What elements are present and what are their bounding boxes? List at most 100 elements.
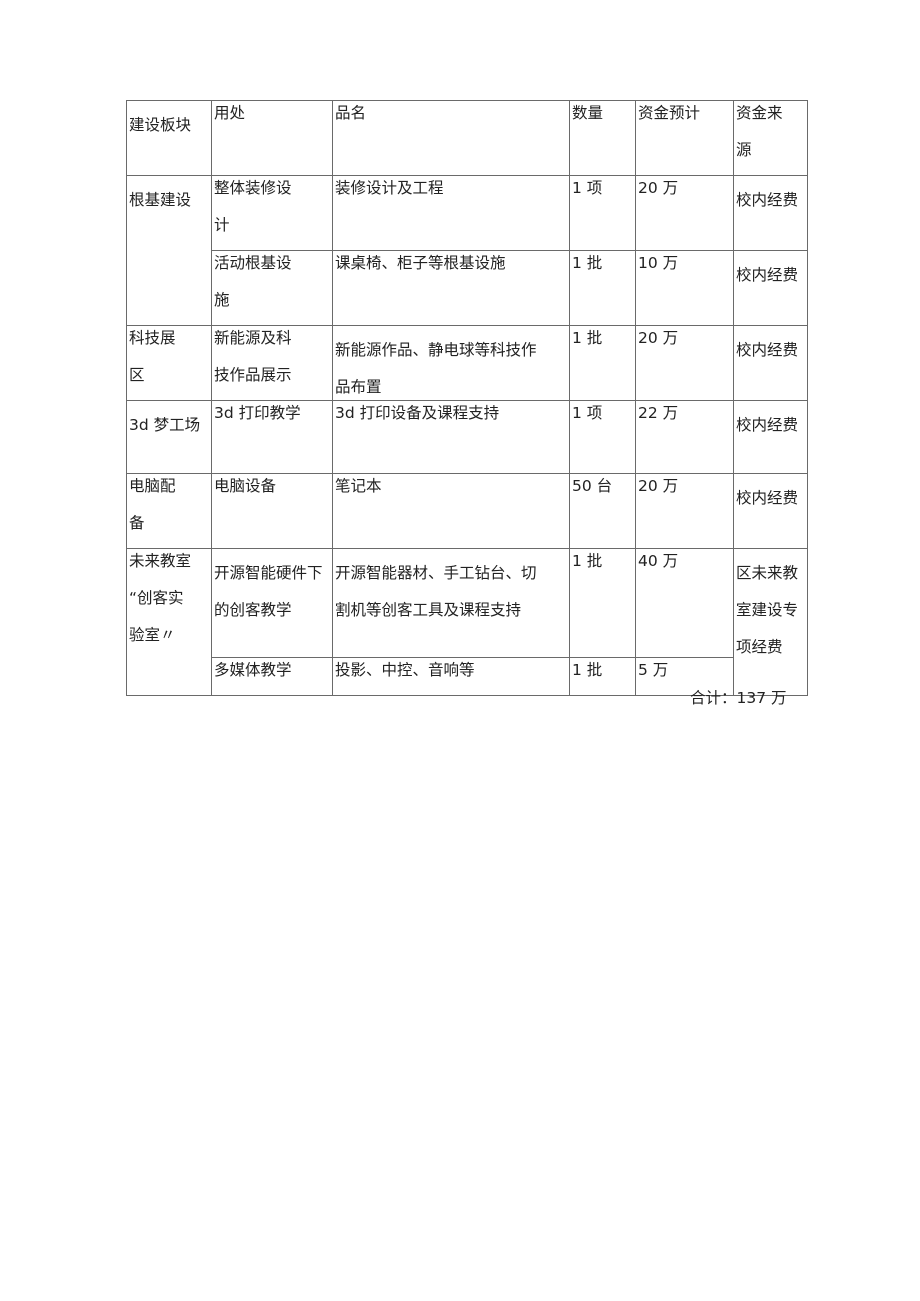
cell: 40 万 (635, 548, 734, 658)
cell: 活动根基设 施 (211, 250, 333, 326)
cell: 1 批 (569, 250, 636, 326)
cell: 整体装修设 计 (211, 175, 333, 251)
header-cell: 用处 (211, 100, 333, 176)
cell: 开源智能器材、手工钻台、切 割机等创客工具及课程支持 (332, 548, 570, 658)
cell: 校内经费 (733, 175, 808, 251)
cell: 课桌椅、柜子等根基设施 (332, 250, 570, 326)
cell-text: 3d 打印教学 (214, 404, 301, 422)
cell: 校内经费 (733, 250, 808, 326)
cell-text: 校内经费 (736, 341, 799, 359)
cell-text: 科技展 区 (129, 329, 176, 384)
header-text: 资金预计 (638, 104, 701, 122)
header-text: 用处 (214, 104, 246, 122)
cell: 投影、中控、音响等 (332, 657, 570, 696)
cell: 22 万 (635, 400, 734, 474)
section-cell: 科技展 区 (126, 325, 212, 401)
cell-text: 电脑设备 (214, 477, 277, 495)
cell: 5 万 (635, 657, 734, 696)
header-cell: 资金预计 (635, 100, 734, 176)
header-text: 数量 (572, 104, 604, 122)
cell: 1 项 (569, 400, 636, 474)
cell: 1 批 (569, 657, 636, 696)
cell-text: 新能源作品、静电球等科技作 品布置 (335, 341, 537, 396)
cell-text: 20 万 (638, 179, 679, 197)
header-cell: 资金来 源 (733, 100, 808, 176)
table-row: 多媒体教学 投影、中控、音响等 1 批 5 万 (127, 657, 808, 696)
cell-text: 校内经费 (736, 266, 799, 284)
cell: 20 万 (635, 473, 734, 549)
cell: 1 批 (569, 548, 636, 658)
cell-text: 课桌椅、柜子等根基设施 (335, 254, 506, 272)
cell-text: 整体装修设 计 (214, 179, 292, 234)
header-cell: 品名 (332, 100, 570, 176)
cell: 1 批 (569, 325, 636, 401)
cell: 50 台 (569, 473, 636, 549)
cell: 电脑设备 (211, 473, 333, 549)
cell: 多媒体教学 (211, 657, 333, 696)
cell: 3d 打印教学 (211, 400, 333, 474)
cell: 校内经费 (733, 400, 808, 474)
cell-text: 新能源及科 技作品展示 (214, 329, 292, 384)
cell-text: 投影、中控、音响等 (335, 661, 475, 679)
cell-text: 多媒体教学 (214, 661, 292, 679)
cell: 3d 打印设备及课程支持 (332, 400, 570, 474)
cell-text: 20 万 (638, 329, 679, 347)
cell-text: 3d 梦工场 (129, 416, 201, 434)
header-text: 资金来 源 (736, 104, 783, 159)
table-row: 3d 梦工场 3d 打印教学 3d 打印设备及课程支持 1 项 22 万 校内经… (126, 400, 808, 474)
cell: 1 项 (569, 175, 636, 251)
cell: 10 万 (635, 250, 734, 326)
cell: 装修设计及工程 (332, 175, 570, 251)
section-cell: 未来教室 “创客实 验室〃 (126, 548, 212, 696)
cell: 20 万 (635, 325, 734, 401)
cell: 校内经费 (733, 473, 808, 549)
cell-text: 电脑配 备 (129, 477, 176, 532)
cell-text: 校内经费 (736, 191, 799, 209)
table-row: 电脑配 备 电脑设备 笔记本 50 台 20 万 校内经费 (126, 473, 808, 549)
cell-text: 1 批 (572, 329, 603, 347)
cell-text: 校内经费 (736, 489, 799, 507)
header-cell: 建设板块 (126, 100, 212, 176)
cell-text: 10 万 (638, 254, 679, 272)
header-text: 建设板块 (129, 116, 192, 134)
header-text: 品名 (335, 104, 367, 122)
cell-text: 20 万 (638, 477, 679, 495)
cell: 区未来教 室建设专 项经费 (733, 548, 808, 696)
section-cell: 电脑配 备 (126, 473, 212, 549)
table-row: 活动根基设 施 课桌椅、柜子等根基设施 1 批 10 万 校内经费 (127, 250, 808, 326)
cell-text: 1 项 (572, 404, 603, 422)
table-row: 科技展 区 新能源及科 技作品展示 新能源作品、静电球等科技作 品布置 1 批 … (126, 325, 808, 401)
cell-text: 活动根基设 施 (214, 254, 292, 309)
cell: 开源智能硬件下 的创客教学 (211, 548, 333, 658)
cell-text: 1 项 (572, 179, 603, 197)
section-cell: 3d 梦工场 (126, 400, 212, 474)
cell-text: 1 批 (572, 552, 603, 570)
cell-text: 5 万 (638, 661, 669, 679)
cell-text: 根基建设 (129, 191, 192, 209)
cell-text: 1 批 (572, 661, 603, 679)
section-cell: 根基建设 (126, 175, 212, 326)
budget-table: 建设板块 用处 品名 数量 资金预计 资金来 源 根基建设 整体装修设 计 装修… (126, 100, 808, 696)
cell-text: 40 万 (638, 552, 679, 570)
table-header-row: 建设板块 用处 品名 数量 资金预计 资金来 源 (126, 100, 808, 176)
cell-text: 3d 打印设备及课程支持 (335, 404, 500, 422)
cell-text: 笔记本 (335, 477, 382, 495)
table-row: 未来教室 “创客实 验室〃 开源智能硬件下 的创客教学 开源智能器材、手工钻台、… (126, 548, 808, 696)
cell-text: 校内经费 (736, 416, 799, 434)
cell-text: 未来教室 “创客实 验室〃 (129, 552, 192, 644)
cell: 新能源作品、静电球等科技作 品布置 (332, 325, 570, 401)
header-cell: 数量 (569, 100, 636, 176)
cell: 新能源及科 技作品展示 (211, 325, 333, 401)
table-row: 根基建设 整体装修设 计 装修设计及工程 1 项 20 万 校内经费 (126, 175, 808, 326)
cell-text: 1 批 (572, 254, 603, 272)
cell-text: 区未来教 室建设专 项经费 (736, 564, 799, 656)
cell-text: 50 台 (572, 477, 613, 495)
cell-text: 装修设计及工程 (335, 179, 444, 197)
cell: 笔记本 (332, 473, 570, 549)
cell: 校内经费 (733, 325, 808, 401)
total-amount: 合计：137 万 (690, 689, 787, 707)
cell: 20 万 (635, 175, 734, 251)
cell-text: 22 万 (638, 404, 679, 422)
cell-text: 开源智能硬件下 的创客教学 (214, 564, 323, 619)
